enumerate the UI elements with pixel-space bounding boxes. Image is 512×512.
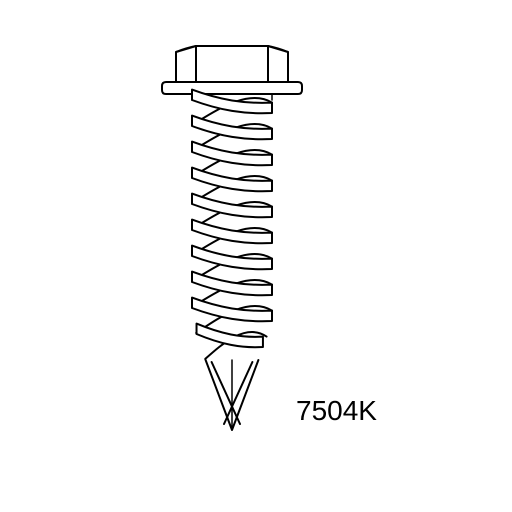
screw-line-drawing — [0, 0, 512, 512]
diagram-canvas: 7504K — [0, 0, 512, 512]
part-number-label: 7504K — [296, 395, 377, 427]
